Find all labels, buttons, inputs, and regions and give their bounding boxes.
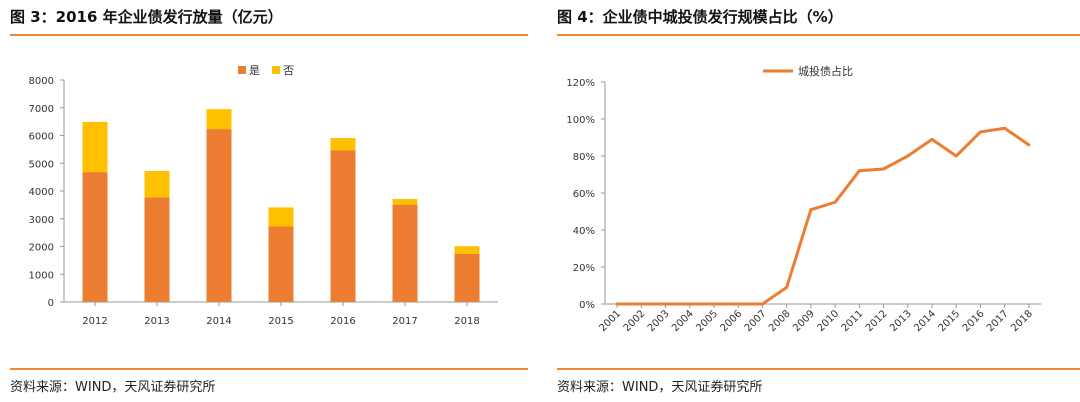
figure-3-title: 图 3：2016 年企业债发行放量（亿元） (10, 8, 283, 26)
y-tick-label: 80% (573, 152, 595, 163)
bar-2015-series-1 (268, 207, 294, 227)
x-tick-label: 2002 (622, 308, 648, 334)
data-point-2003 (664, 302, 668, 306)
x-tick-label: 2013 (888, 308, 914, 334)
data-point-2009 (809, 208, 813, 212)
data-point-2013 (906, 154, 910, 158)
data-point-2017 (1003, 126, 1007, 130)
x-tick-label: 2014 (206, 316, 231, 327)
series-line-0 (617, 126, 1030, 306)
data-point-2010 (833, 200, 837, 204)
data-point-2001 (615, 302, 619, 306)
figure-3-bar-chart: 0 1000 2000 3000 4000 5000 6000 7000 8000 2012 201… (29, 64, 498, 327)
bar-2013-series-0 (144, 197, 170, 302)
y-tick-label: 120% (566, 78, 595, 89)
x-tick-label: 2012 (864, 308, 890, 334)
x-tick-label: 2001 (597, 308, 623, 334)
x-tick-label: 2007 (743, 308, 769, 334)
legend-swatch-1 (272, 66, 280, 74)
y-tick-label: 40% (573, 226, 595, 237)
figure-3-panel: 图 3：2016 年企业债发行放量（亿元） 0 1000 2000 3000 4000 5… (0, 0, 528, 402)
x-tick-label: 2018 (454, 316, 479, 327)
figure-4-source: 资料来源：WIND，天风证券研究所 (557, 380, 763, 395)
x-tick-label: 2009 (791, 308, 817, 334)
y-tick-label: 0 (48, 298, 54, 309)
figure-3-source: 资料来源：WIND，天风证券研究所 (10, 380, 216, 395)
legend-label-0: 城投债占比 (798, 64, 853, 78)
bar-2017-series-0 (392, 204, 418, 302)
legend-label-1: 否 (283, 64, 294, 77)
y-tick-label: 4000 (29, 187, 54, 198)
x-tick-label: 2003 (646, 308, 672, 334)
bar-2017-series-1 (392, 199, 418, 205)
data-point-2006 (736, 302, 740, 306)
y-tick-label: 7000 (29, 104, 54, 115)
data-point-2011 (857, 169, 861, 173)
x-tick-label: 2011 (840, 308, 866, 334)
y-tick-label: 5000 (29, 159, 54, 170)
x-tick-label: 2017 (392, 316, 417, 327)
bar-2012-series-0 (82, 172, 108, 302)
figure-4-title: 图 4：企业债中城投债发行规模占比（%） (557, 8, 843, 26)
figure-3-bottom-rule (10, 368, 528, 370)
x-tick-label: 2004 (670, 308, 696, 334)
bar-2014-series-0 (206, 129, 232, 302)
data-point-2016 (978, 130, 982, 134)
y-tick-label: 100% (566, 115, 595, 126)
x-tick-label: 2013 (144, 316, 169, 327)
data-point-2018 (1027, 143, 1031, 147)
data-point-2008 (785, 285, 789, 289)
x-tick-label: 2017 (985, 308, 1011, 334)
figure-4-top-rule (557, 34, 1080, 36)
y-tick-label: 0% (579, 300, 595, 311)
x-tick-label: 2008 (767, 308, 793, 334)
bar-2016-series-0 (330, 150, 356, 302)
data-point-2012 (882, 167, 886, 171)
bar-2018-series-1 (454, 246, 480, 254)
data-point-2004 (688, 302, 692, 306)
figure-4-panel: 图 4：企业债中城投债发行规模占比（%） 0% 20% 40% 60% 80% 100% 1… (547, 0, 1080, 402)
data-point-2002 (639, 302, 643, 306)
figure-3-top-rule (10, 34, 528, 36)
x-tick-label: 2015 (937, 308, 963, 334)
data-point-2005 (712, 302, 716, 306)
x-tick-label: 2016 (961, 308, 987, 334)
data-point-2007 (760, 302, 764, 306)
bar-2018-series-0 (454, 253, 480, 302)
x-tick-label: 2014 (912, 308, 938, 334)
bar-2013-series-1 (144, 171, 170, 198)
x-tick-label: 2018 (1009, 308, 1035, 334)
y-tick-label: 20% (573, 263, 595, 274)
data-point-2014 (930, 137, 934, 141)
bar-2012-series-1 (82, 121, 108, 173)
y-tick-label: 3000 (29, 215, 54, 226)
legend-label-0: 是 (249, 64, 260, 77)
bar-2014-series-1 (206, 109, 232, 130)
bar-2016-series-1 (330, 137, 356, 151)
figure-4-bottom-rule (557, 368, 1080, 370)
legend-swatch-0 (238, 66, 246, 74)
y-tick-label: 2000 (29, 243, 54, 254)
y-tick-label: 60% (573, 189, 595, 200)
y-tick-label: 8000 (29, 76, 54, 87)
bar-2015-series-0 (268, 226, 294, 302)
data-point-2015 (954, 154, 958, 158)
x-tick-label: 2015 (268, 316, 293, 327)
x-tick-label: 2006 (719, 308, 745, 334)
x-tick-label: 2012 (82, 316, 107, 327)
y-tick-label: 1000 (29, 270, 54, 281)
figure-4-line-chart: 0%20%40%60%80%100%120%200120022003200420… (566, 64, 1041, 334)
x-tick-label: 2005 (694, 308, 720, 334)
x-tick-label: 2016 (330, 316, 355, 327)
y-tick-label: 6000 (29, 132, 54, 143)
x-tick-label: 2010 (815, 308, 841, 334)
